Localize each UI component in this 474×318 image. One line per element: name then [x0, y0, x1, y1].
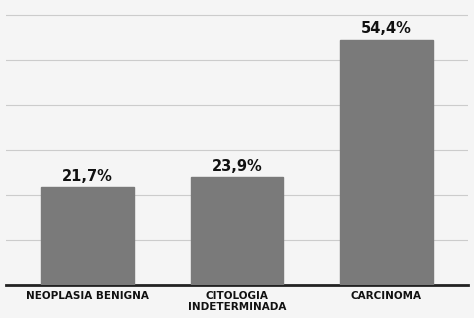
Text: 21,7%: 21,7%	[62, 169, 113, 184]
Bar	[340, 40, 433, 285]
Bar	[191, 177, 283, 285]
Bar	[41, 187, 134, 285]
Text: 23,9%: 23,9%	[211, 159, 263, 174]
Text: 54,4%: 54,4%	[361, 21, 412, 36]
